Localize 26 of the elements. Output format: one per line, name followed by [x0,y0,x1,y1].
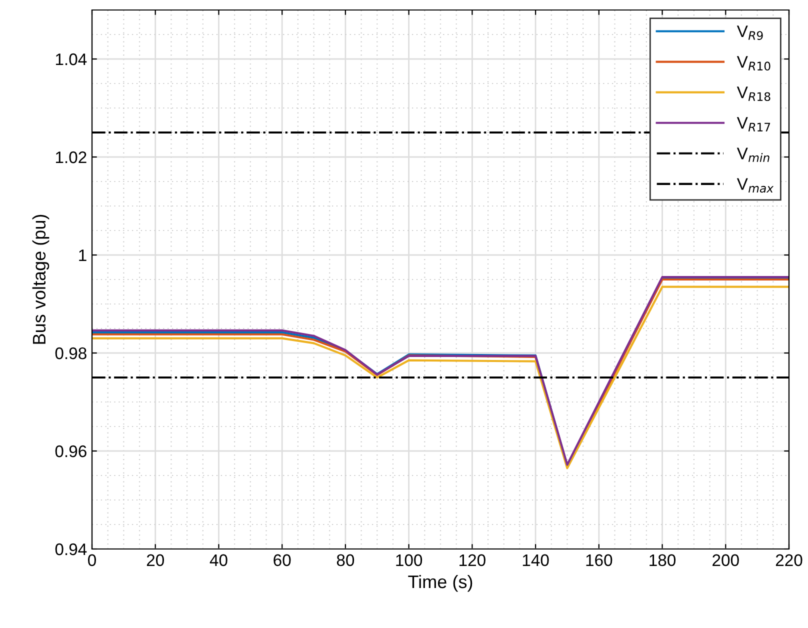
y-tick-label: 1.04 [56,53,87,66]
y-tick-label: 0.98 [55,347,86,360]
x-tick-label: 220 [776,554,802,566]
x-tick-label: 100 [396,554,422,566]
y-axis-title: Bus voltage (pu) [32,214,50,344]
x-tick-label: 80 [336,554,354,566]
y-tick-label: 1.02 [56,151,86,164]
x-tick-label: 0 [88,554,96,566]
x-tick-label: 60 [274,554,291,566]
y-tick-label: 0.94 [55,543,87,556]
x-tick-label: 180 [650,554,676,566]
legend-label: V$_{max}$ [736,178,774,193]
x-tick-label: 160 [586,554,612,566]
x-tick-label: 40 [210,554,228,566]
legend-label: V$_{min}$ [736,148,770,162]
y-tick-label: 0.96 [55,445,86,458]
x-tick-label: 20 [146,554,164,566]
x-tick-label: 120 [460,554,486,566]
x-tick-label: 140 [522,554,549,566]
legend-label: V$_{R17}$ [736,117,770,132]
legend-label: V$_{R9}$ [736,26,763,40]
x-tick-label: 200 [712,554,739,566]
x-axis-title: Time (s) [408,574,472,592]
y-tick-label: 1 [79,250,86,262]
legend-label: V$_{R18}$ [736,86,770,102]
legend-label: V$_{R10}$ [736,56,770,70]
